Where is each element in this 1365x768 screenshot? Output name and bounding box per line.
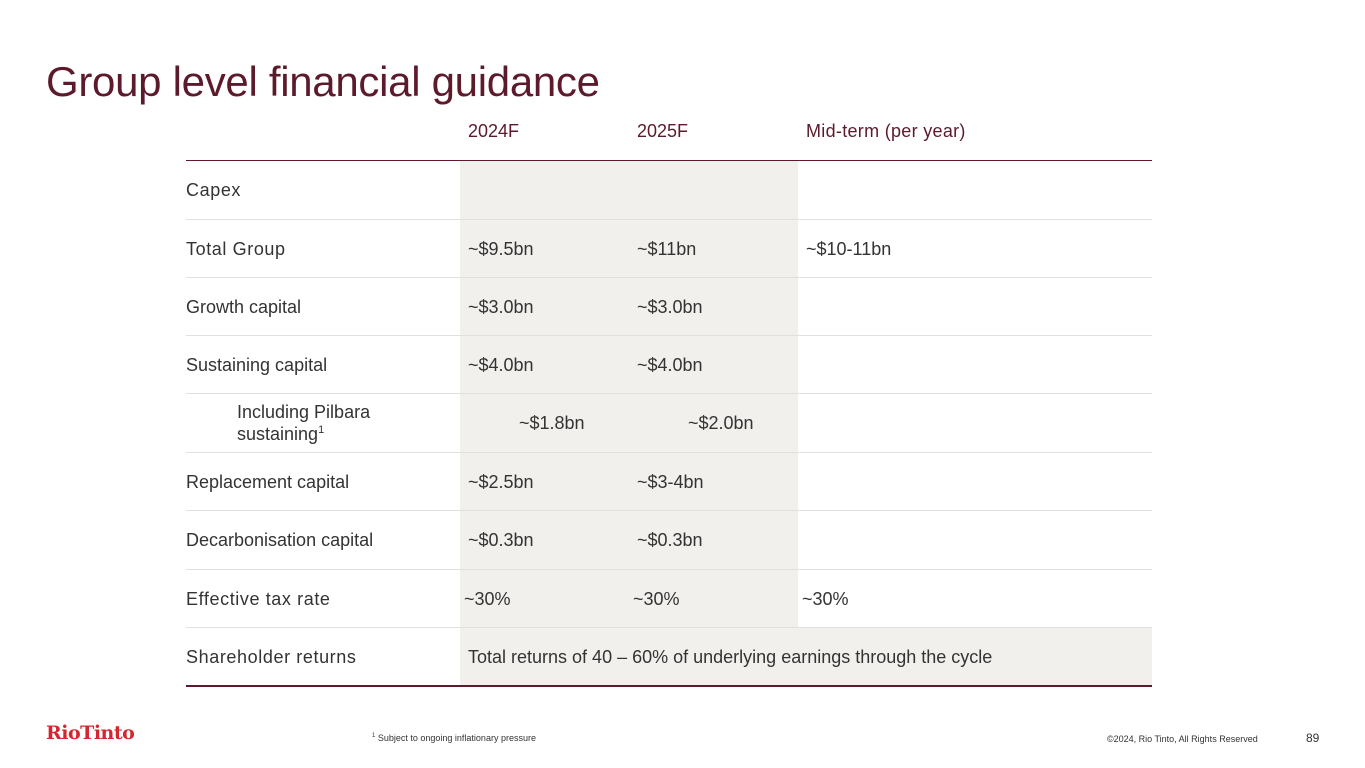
value-2024f: ~$0.3bn [468,529,534,550]
copyright: ©2024, Rio Tinto, All Rights Reserved [1107,734,1258,744]
value-2024f: ~$2.5bn [468,471,534,492]
value-2025f: ~$3.0bn [637,296,703,317]
row-label: Total Group [186,238,286,259]
row-label: Growth capital [186,296,302,317]
table-row-shareholder-returns: Shareholder returns Total returns of 40 … [186,628,1152,686]
row-divider [186,219,1152,220]
row-divider [186,627,1152,628]
table-bottom-rule [186,685,1152,687]
footnote: 1 Subject to ongoing inflationary pressu… [372,733,536,743]
value-2025f: ~$0.3bn [637,529,703,550]
row-label: Capex [186,179,242,200]
value-2024f: ~$9.5bn [468,238,534,259]
row-label-text: Including Pilbara sustaining [237,402,371,444]
table-top-rule [186,160,1152,161]
value-2025f: ~30% [633,588,680,609]
column-header-mid-term: Mid-term (per year) [806,121,966,141]
row-label: Sustaining capital [186,354,328,375]
page-number: 89 [1306,731,1320,745]
table-row-pilbara-sustaining: Including Pilbara sustaining1 ~$1.8bn ~$… [186,394,1152,452]
row-divider [186,510,1152,511]
footnote-text: Subject to ongoing inflationary pressure [377,733,536,743]
value-2025f: ~$11bn [637,238,697,259]
table-row-total-group: Total Group ~$9.5bn ~$11bn ~$10-11bn [186,220,1152,278]
value-2024f: ~$3.0bn [468,296,534,317]
rio-tinto-logo: RioTinto [46,722,135,744]
row-label: Including Pilbara sustaining1 [237,394,437,452]
returns-row-shading [460,628,1152,686]
page-title: Group level financial guidance [46,58,600,105]
table-row-sustaining-capital: Sustaining capital ~$4.0bn ~$4.0bn [186,336,1152,394]
row-divider [186,569,1152,570]
row-divider [186,277,1152,278]
value-2025f: ~$3-4bn [637,471,704,492]
value-2024f: ~$4.0bn [468,354,534,375]
forecast-columns-shading [460,161,798,628]
row-label: Replacement capital [186,471,350,492]
row-divider [186,452,1152,453]
column-header-2024f: 2024F [468,121,520,141]
value-mid-term: ~$10-11bn [806,238,892,259]
row-divider [186,393,1152,394]
row-divider [186,335,1152,336]
returns-value: Total returns of 40 – 60% of underlying … [468,646,993,667]
table-row-effective-tax-rate: Effective tax rate ~30% ~30% ~30% [186,570,1152,628]
table-row-decarbonisation-capital: Decarbonisation capital ~$0.3bn ~$0.3bn [186,511,1152,569]
table-row-capex: Capex [186,161,1152,219]
row-label: Decarbonisation capital [186,529,374,550]
column-header-2025f: 2025F [637,121,689,141]
footnote-marker: 1 [318,424,325,436]
table-row-replacement-capital: Replacement capital ~$2.5bn ~$3-4bn [186,453,1152,511]
value-2025f: ~$4.0bn [637,354,703,375]
footnote-marker: 1 [372,733,376,739]
row-label: Effective tax rate [186,588,331,609]
table-row-growth-capital: Growth capital ~$3.0bn ~$3.0bn [186,278,1152,336]
value-2024f: ~$1.8bn [519,412,585,433]
row-label: Shareholder returns [186,646,357,667]
value-mid-term: ~30% [802,588,849,609]
value-2024f: ~30% [464,588,511,609]
value-2025f: ~$2.0bn [688,412,754,433]
